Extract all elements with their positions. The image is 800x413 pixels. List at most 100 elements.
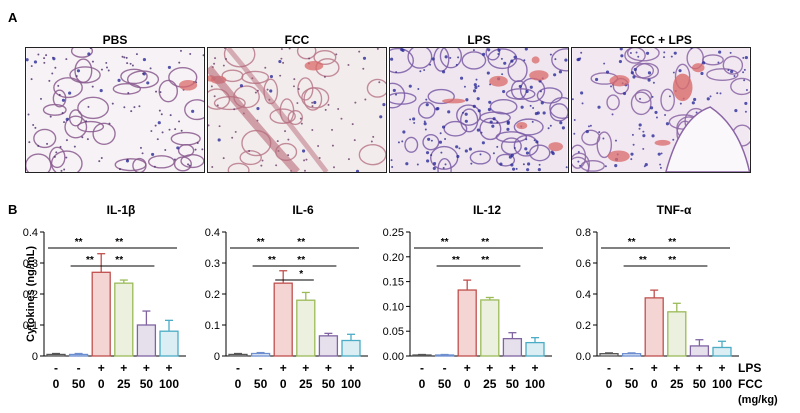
alveolus xyxy=(479,117,502,141)
significance-label: ** xyxy=(257,237,265,248)
significance-label: * xyxy=(299,269,303,280)
fcc-row-label: 50 xyxy=(625,377,639,391)
cell-nucleus xyxy=(142,72,145,75)
cell-nucleus xyxy=(167,65,171,69)
y-tick-label: 0.1 xyxy=(23,320,38,332)
cell-nucleus xyxy=(269,89,273,93)
alveolus xyxy=(69,66,101,84)
alveolus xyxy=(701,54,724,66)
alveolus xyxy=(112,83,142,95)
alveolus xyxy=(390,48,414,74)
cell-nucleus xyxy=(464,149,468,153)
blood-vessel xyxy=(548,142,563,152)
lps-row-label: - xyxy=(259,361,263,375)
cell-nucleus xyxy=(279,74,282,77)
cell-nucleus xyxy=(579,164,582,167)
alveolus xyxy=(287,110,304,126)
y-tick-label: 0.0 xyxy=(576,351,591,363)
cell-nucleus xyxy=(278,59,282,64)
cell-nucleus xyxy=(65,139,68,142)
cell-nucleus xyxy=(189,52,192,55)
alveolus xyxy=(510,80,528,100)
cell-nucleus xyxy=(717,61,720,64)
lps-row-label: + xyxy=(143,361,150,375)
cell-nucleus xyxy=(405,162,409,166)
micrograph-title-pbs: PBS xyxy=(102,33,128,47)
cell-nucleus xyxy=(130,110,133,113)
cell-nucleus xyxy=(618,59,622,64)
cell-nucleus xyxy=(201,148,204,151)
cell-nucleus xyxy=(455,63,458,66)
cell-nucleus xyxy=(525,89,529,94)
cell-nucleus xyxy=(370,140,373,143)
blood-vessel xyxy=(442,98,466,104)
cell-nucleus xyxy=(561,126,565,130)
cell-nucleus xyxy=(565,166,568,169)
chart-title: TNF-α xyxy=(657,203,692,217)
cell-nucleus xyxy=(481,141,485,145)
cell-nucleus xyxy=(208,124,210,127)
cell-nucleus xyxy=(85,120,88,123)
alveolus xyxy=(158,79,178,103)
cell-nucleus xyxy=(417,88,420,91)
cell-nucleus xyxy=(464,119,468,123)
cell-nucleus xyxy=(480,131,483,134)
cell-nucleus xyxy=(534,111,538,116)
cell-nucleus xyxy=(729,51,732,54)
cell-nucleus xyxy=(430,154,433,157)
alveolus xyxy=(390,82,406,109)
cell-nucleus xyxy=(614,164,618,168)
alveolus xyxy=(48,146,66,169)
cell-nucleus xyxy=(537,168,541,172)
cell-nucleus xyxy=(549,53,552,56)
cell-nucleus xyxy=(161,131,164,134)
cell-nucleus xyxy=(402,130,406,134)
cell-nucleus xyxy=(487,107,491,112)
alveolus xyxy=(92,122,116,145)
cell-nucleus xyxy=(706,97,710,101)
cell-nucleus xyxy=(335,53,338,56)
alveolus xyxy=(536,87,563,104)
cell-nucleus xyxy=(390,159,393,162)
cell-nucleus xyxy=(447,110,451,114)
cell-nucleus xyxy=(327,103,330,106)
cell-nucleus xyxy=(659,166,662,169)
cell-nucleus xyxy=(558,70,562,74)
alveolus xyxy=(572,156,590,172)
cell-nucleus xyxy=(355,169,360,172)
cell-nucleus xyxy=(668,95,671,98)
cell-nucleus xyxy=(156,138,159,141)
cell-nucleus xyxy=(472,104,476,108)
cell-nucleus xyxy=(133,106,136,109)
cell-nucleus xyxy=(672,138,675,141)
cell-nucleus xyxy=(576,58,580,62)
alveolus xyxy=(77,120,105,133)
cell-nucleus xyxy=(580,51,583,54)
cell-nucleus xyxy=(693,97,697,102)
cell-nucleus xyxy=(63,121,66,124)
cell-nucleus xyxy=(660,152,663,155)
alveolus xyxy=(301,87,330,109)
cell-nucleus xyxy=(159,91,162,94)
cell-nucleus xyxy=(269,74,274,79)
cell-nucleus xyxy=(33,60,38,64)
cell-nucleus xyxy=(111,102,114,105)
cell-nucleus xyxy=(524,147,528,151)
cell-nucleus xyxy=(46,142,49,145)
cell-nucleus xyxy=(745,89,748,92)
cell-nucleus xyxy=(292,85,295,88)
significance-label: ** xyxy=(297,255,305,266)
cell-nucleus xyxy=(673,51,677,55)
lps-row-label: + xyxy=(718,361,725,375)
cell-nucleus xyxy=(655,116,658,119)
cell-nucleus xyxy=(604,165,607,168)
cell-nucleus xyxy=(632,75,636,79)
cell-nucleus xyxy=(86,138,89,141)
significance-label: ** xyxy=(115,255,123,266)
cell-nucleus xyxy=(435,107,439,111)
blood-vessel xyxy=(529,70,549,81)
fcc-row-label: 100 xyxy=(525,377,545,391)
micrograph-title-fcc-lps: FCC + LPS xyxy=(630,33,692,47)
y-tick-label: 0.3 xyxy=(23,258,38,270)
cell-nucleus xyxy=(539,90,542,93)
